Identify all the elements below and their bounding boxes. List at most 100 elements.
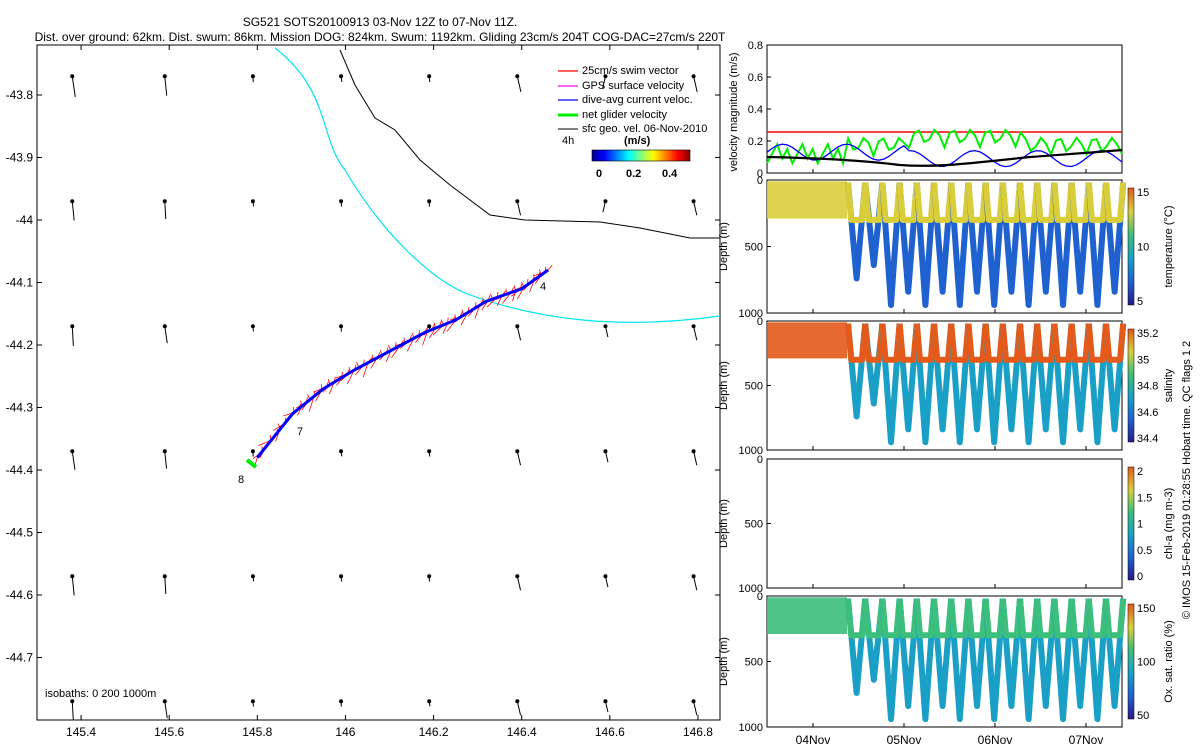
isobaths-label: isobaths: 0 200 1000m bbox=[45, 688, 156, 700]
section-panel-chla: 0 500 1000 Depth (m) 2 1.5 1 0.5 0 chl-a (mg m-3) bbox=[718, 454, 1175, 595]
dive-profile-upper bbox=[948, 598, 972, 639]
dive-profile bbox=[948, 598, 972, 723]
depth-ylabel: Depth (m) bbox=[718, 222, 730, 271]
geo-vector bbox=[603, 574, 609, 588]
geo-vector bbox=[602, 199, 608, 213]
colorbar-tick-0: 0 bbox=[596, 168, 602, 180]
dive-profiles bbox=[767, 597, 1127, 723]
colorbar-tick: 50 bbox=[1137, 710, 1149, 722]
map-ytick-label: -44.3 bbox=[6, 401, 34, 415]
day-label-8: 8 bbox=[238, 474, 244, 486]
legend-geo: sfc geo. vel. 06-Nov-2010 bbox=[582, 123, 707, 135]
colorbar-tick: 15 bbox=[1137, 187, 1149, 199]
geo-vector bbox=[427, 449, 432, 457]
colorbar-tick: 34.6 bbox=[1137, 407, 1158, 419]
dive-profile-upper bbox=[1051, 598, 1075, 639]
geo-vector bbox=[691, 699, 698, 716]
legend-net: net glider velocity bbox=[582, 109, 667, 121]
map-legend: 25cm/s swim vector GPS surface velocity … bbox=[558, 65, 707, 180]
dive-profile bbox=[1017, 598, 1041, 723]
map-ytick-label: -44.6 bbox=[6, 588, 34, 602]
dive-profile-upper bbox=[845, 323, 869, 363]
vel-ytick-label: 0.8 bbox=[748, 40, 763, 52]
geo-vector bbox=[691, 199, 698, 216]
dive-profile-upper bbox=[982, 598, 1006, 639]
section-panel-salinity: 0 500 1000 Depth (m) 35.2 35 34.8 34.6 34.4 salin… bbox=[718, 316, 1175, 457]
geo-vector bbox=[339, 199, 344, 207]
map-axes bbox=[36, 44, 721, 721]
dive-profile bbox=[982, 182, 1006, 309]
geo-vector bbox=[515, 74, 522, 92]
colorbar-tick: 0 bbox=[1137, 571, 1143, 583]
map-ytick-label: -43.8 bbox=[6, 88, 34, 102]
geo-vector bbox=[603, 324, 609, 338]
geo-vector bbox=[70, 199, 75, 221]
colorbar-tick: 100 bbox=[1137, 657, 1155, 669]
section-panels: 0 500 1000 Depth (m) 15 10 5 temperature (°C) 0 5… bbox=[718, 175, 1175, 734]
dive-profile bbox=[1051, 323, 1075, 446]
dive-profile-upper bbox=[845, 598, 869, 639]
colorbar-label: chl-a (mg m-3) bbox=[1163, 488, 1175, 560]
colorbar-tick: 5 bbox=[1137, 296, 1143, 308]
dive-profile bbox=[1051, 182, 1075, 309]
section-colorbar bbox=[1127, 603, 1135, 720]
dive-profile bbox=[1085, 323, 1109, 446]
geo-vector bbox=[250, 449, 255, 457]
geo-vector bbox=[339, 74, 344, 82]
legend-time: 4h bbox=[562, 135, 574, 147]
geo-vector bbox=[162, 199, 167, 220]
depth-ylabel: Depth (m) bbox=[718, 637, 730, 686]
geo-vector bbox=[250, 574, 255, 582]
front-contour bbox=[274, 47, 720, 323]
section-panel-oxygen: 0 500 1000 Depth (m) 150 100 50 Ox. sat. ratio … bbox=[718, 591, 1175, 734]
geo-vector bbox=[162, 74, 168, 96]
dive-profile-upper bbox=[845, 182, 869, 223]
speed-colorbar bbox=[591, 149, 691, 162]
isobath-contour bbox=[339, 49, 720, 239]
geo-vector bbox=[515, 324, 522, 341]
footer-credit: © IMOS 15-Feb-2019 01:28:55 Hobart time.… bbox=[1181, 341, 1193, 619]
dive-profile-upper bbox=[879, 182, 903, 223]
geo-vector bbox=[339, 699, 344, 707]
section-colorbar bbox=[1127, 466, 1135, 581]
dive-profile bbox=[1017, 182, 1041, 309]
map-ytick-label: -43.9 bbox=[6, 151, 34, 165]
map-xtick-label: 145.8 bbox=[242, 725, 272, 739]
depth-tick-label: 1000 bbox=[739, 308, 763, 320]
time-tick-label: 05Nov bbox=[887, 733, 922, 747]
time-tick-label: 04Nov bbox=[796, 733, 831, 747]
colorbar-tick: 2 bbox=[1137, 466, 1143, 478]
depth-ylabel: Depth (m) bbox=[718, 499, 730, 548]
dive-profile bbox=[1085, 182, 1109, 309]
map-y-ticks: -43.8 -43.9 -44 -44.1 -44.2 -44.3 -44.4 -44.5 -4… bbox=[6, 88, 720, 665]
depth-tick-label: 0 bbox=[757, 591, 763, 603]
map-xtick-label: 146.2 bbox=[419, 725, 449, 739]
dive-profile-upper bbox=[1017, 323, 1041, 363]
geo-vector bbox=[250, 74, 255, 83]
geo-vector bbox=[603, 699, 609, 713]
geo-vector bbox=[427, 74, 432, 83]
colorbar-label: temperature (°C) bbox=[1163, 205, 1175, 287]
dive-profile-upper bbox=[879, 323, 903, 363]
geo-vector bbox=[162, 574, 167, 595]
geo-vector bbox=[70, 699, 75, 720]
dive-profile-upper bbox=[1051, 323, 1075, 363]
vel-ytick-label: 0.4 bbox=[748, 104, 763, 116]
dive-profile-upper bbox=[948, 323, 972, 363]
colorbar-label: Ox. sat. ratio (%) bbox=[1163, 620, 1175, 703]
velocity-series bbox=[766, 128, 1123, 168]
colorbar-tick-2: 0.4 bbox=[662, 168, 678, 180]
geo-vector bbox=[250, 199, 255, 207]
depth-ylabel: Depth (m) bbox=[718, 361, 730, 410]
depth-tick-label: 1000 bbox=[739, 722, 763, 734]
map-ytick-label: -44.5 bbox=[6, 526, 34, 540]
day-label-7: 7 bbox=[297, 426, 303, 438]
colorbar-tick: 10 bbox=[1137, 242, 1149, 254]
dive-profile bbox=[948, 323, 972, 446]
depth-tick-label: 1000 bbox=[739, 445, 763, 457]
map-xtick-label: 146 bbox=[335, 725, 355, 739]
depth-tick-label: 500 bbox=[745, 519, 763, 531]
dive-profile bbox=[1017, 323, 1041, 446]
geo-vector bbox=[515, 449, 522, 466]
dive-profile-upper bbox=[1103, 323, 1127, 363]
